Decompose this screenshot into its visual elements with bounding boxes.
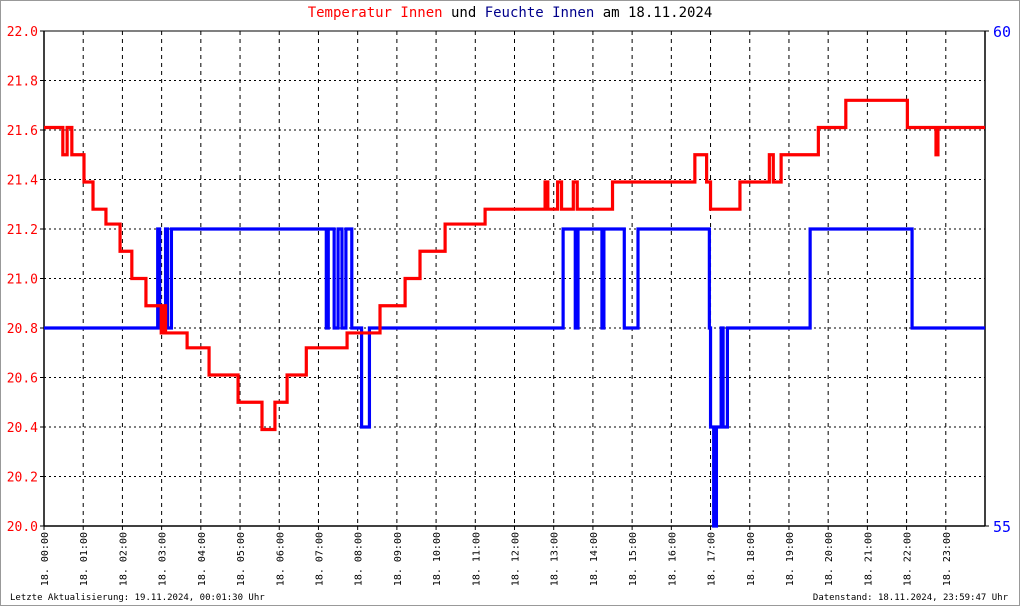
x-tick-label: 18. 16:00 [667,532,678,586]
x-tick-label: 18. 10:00 [432,532,443,586]
x-tick-label: 18. 15:00 [628,532,639,586]
x-tick-label: 18. 19:00 [785,532,796,586]
series-temperature-line [44,98,985,432]
y-left-tick-label: 21.2 [7,223,38,238]
title-temperature: Temperatur Innen [307,5,443,21]
x-tick-label: 18. 12:00 [511,532,522,586]
x-tick-label: 18. 06:00 [275,532,286,586]
x-tick-label: 18. 20:00 [824,532,835,586]
x-tick-label: 18. 02:00 [118,532,129,586]
title-and: und [442,5,485,21]
x-tick-label: 18. 22:00 [903,532,914,586]
x-tick-label: 18. 08:00 [354,532,365,586]
y-right-tick-label: 55 [993,518,1011,536]
y-left-tick-label: 21.0 [7,273,38,288]
x-tick-label: 18. 05:00 [236,532,247,586]
x-tick-label: 18. 09:00 [393,532,404,586]
x-tick-label: 18. 04:00 [197,532,208,586]
y-left-tick-label: 20.8 [7,322,38,337]
y-left-tick-label: 21.8 [7,75,38,90]
y-left-tick-label: 20.4 [7,421,38,436]
y-left-tick-label: 21.4 [7,174,38,189]
x-tick-label: 18. 07:00 [314,532,325,586]
series-humidity-line [44,227,985,528]
footer-last-update: Letzte Aktualisierung: 19.11.2024, 00:01… [10,593,265,603]
x-tick-label: 18. 21:00 [863,532,874,586]
x-tick-label: 18. 13:00 [550,532,561,586]
y-left-tick-label: 20.2 [7,471,38,486]
title-humidity: Feuchte Innen [484,5,595,21]
y-left-tick-label: 20.0 [7,520,38,535]
x-tick-label: 18. 14:00 [589,532,600,586]
x-tick-label: 18. 03:00 [158,532,169,586]
footer-data-state: Datenstand: 18.11.2024, 23:59:47 Uhr [812,593,1008,603]
title-date: am 18.11.2024 [594,5,713,21]
y-left-tick-label: 20.6 [7,372,38,387]
y-left-tick-label: 22.0 [7,25,38,40]
x-tick-label: 18. 17:00 [707,532,718,586]
x-tick-label: 18. 18:00 [746,532,757,586]
x-tick-label: 18. 11:00 [471,532,482,586]
x-tick-label: 18. 00:00 [40,532,51,586]
x-tick-label: 18. 23:00 [942,532,953,586]
chart-title: Temperatur Innen und Feuchte Innen am 18… [0,5,1020,21]
y-right-tick-label: 60 [993,23,1011,41]
y-left-tick-label: 21.6 [7,124,38,139]
x-tick-label: 18. 01:00 [79,532,90,586]
